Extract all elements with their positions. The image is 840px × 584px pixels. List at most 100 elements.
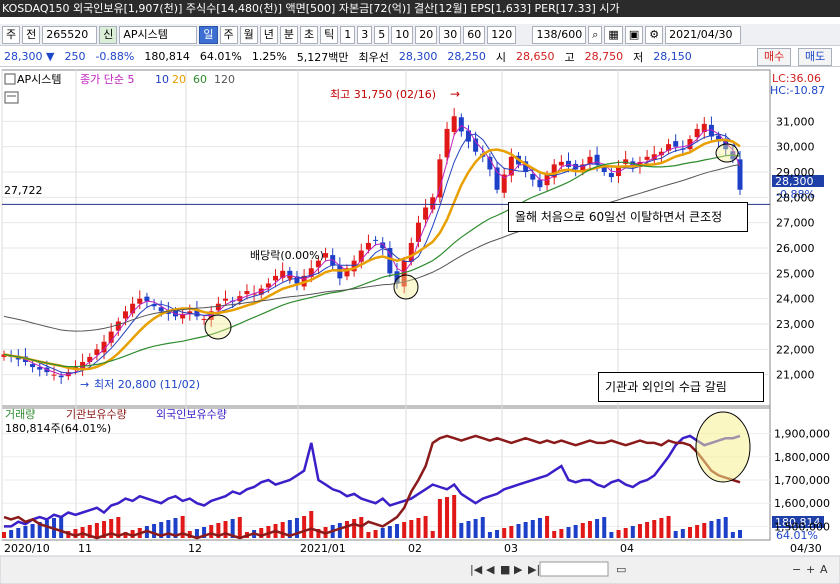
interval-60[interactable]: 60 <box>463 25 486 44</box>
stop-icon[interactable]: ■ <box>500 563 510 576</box>
scroll-first-icon[interactable]: |◀ <box>470 563 483 576</box>
volume-tick-label: 1,600,000 <box>774 497 830 510</box>
ask-price: 28,300 <box>398 50 438 63</box>
candle-body <box>573 163 579 170</box>
candle-body <box>244 291 250 295</box>
volume-bar <box>44 520 49 538</box>
company-name[interactable]: AP시스템 <box>119 25 198 44</box>
scroll-slider[interactable] <box>539 561 609 577</box>
tab-minute[interactable]: 분 <box>279 25 298 44</box>
candle-body <box>580 164 586 172</box>
high-label: 고 <box>564 50 575 64</box>
candle-body <box>558 161 564 166</box>
interval-1[interactable]: 1 <box>340 25 356 44</box>
volume-bar <box>302 516 307 538</box>
candle-body <box>315 260 321 268</box>
candle-body <box>30 364 36 368</box>
tab-tick[interactable]: 틱 <box>320 25 339 44</box>
text-size-icon[interactable]: A <box>820 563 828 576</box>
candle-body <box>280 270 286 278</box>
candle-body <box>294 276 300 284</box>
zoom-in-icon[interactable]: + <box>806 563 815 576</box>
grid-icon[interactable]: ▦ <box>604 25 623 44</box>
last-change-label: -0.88% <box>776 188 815 201</box>
candle-body <box>151 304 157 307</box>
svg-text:→: → <box>80 378 89 391</box>
interval-3[interactable]: 3 <box>357 25 373 44</box>
legend-institution: 기관보유수량 <box>66 408 127 421</box>
candle-body <box>608 173 614 178</box>
scroll-next-icon[interactable]: ▶ <box>514 563 523 576</box>
candle-body <box>94 349 100 355</box>
buy-button[interactable]: 매수 <box>757 48 792 66</box>
candle-body <box>473 138 479 152</box>
volume-bar <box>366 532 371 538</box>
zoom-icon[interactable]: ▭ <box>616 563 626 576</box>
volume-bar <box>30 524 35 538</box>
interval-10[interactable]: 10 <box>391 25 414 44</box>
candle-body <box>737 159 743 190</box>
foreign-holdings-line <box>4 434 741 528</box>
best-label: 최우선 <box>358 50 389 64</box>
volume-bar <box>194 529 199 538</box>
interval-20[interactable]: 20 <box>415 25 438 44</box>
candle-body <box>80 362 86 370</box>
volume-bar <box>502 528 507 538</box>
candle-body <box>358 250 364 262</box>
volume-bar <box>216 523 221 538</box>
expand-icon[interactable] <box>4 73 16 85</box>
volume-bar <box>87 525 92 538</box>
date-input[interactable]: 2021/04/30 <box>665 25 742 44</box>
volume-bar <box>94 523 99 538</box>
volume-bar <box>545 516 550 538</box>
candle-body <box>537 179 543 188</box>
period-select[interactable]: 주 <box>2 25 21 44</box>
volume-bar <box>702 523 707 538</box>
volume-bar <box>230 519 235 538</box>
volume-bar <box>2 532 6 538</box>
sin-badge[interactable]: 신 <box>99 25 118 44</box>
candle-body <box>58 375 64 378</box>
search-icon[interactable]: ⌕ <box>588 25 603 44</box>
lock-icon[interactable]: ▣ <box>624 25 644 44</box>
volume-bar <box>602 517 607 538</box>
candle-body <box>594 154 600 165</box>
x-tick-label: 11 <box>78 542 92 555</box>
tab-year[interactable]: 년 <box>259 25 278 44</box>
tab-second[interactable]: 초 <box>300 25 319 44</box>
scroll-bar[interactable] <box>0 555 840 584</box>
scroll-prev-icon[interactable]: ◀ <box>486 563 495 576</box>
volume-bar <box>616 530 621 538</box>
volume-pct-label: 64.01% <box>776 529 818 542</box>
volume-bar <box>280 522 285 538</box>
volume-bar <box>723 517 728 538</box>
ma60-line <box>3 154 741 368</box>
candle-body <box>444 128 450 158</box>
interval-120[interactable]: 120 <box>487 25 517 44</box>
legend-ma20: 20 <box>172 73 186 86</box>
interval-5[interactable]: 5 <box>374 25 390 44</box>
tab-month[interactable]: 월 <box>239 25 258 44</box>
calendar-icon[interactable] <box>4 91 19 104</box>
scroll-last-icon[interactable]: ▶| <box>528 563 540 576</box>
candle-body <box>187 311 193 314</box>
candle-body <box>508 156 514 176</box>
page-counter[interactable]: 138/600 <box>532 25 587 44</box>
tab-day[interactable]: 일 <box>199 25 218 44</box>
zoom-out-icon[interactable]: − <box>792 563 801 576</box>
candle-body <box>551 164 557 178</box>
sell-button[interactable]: 매도 <box>798 48 833 66</box>
legend-price: AP시스템 <box>17 73 62 86</box>
volume-bar <box>523 522 528 538</box>
interval-30[interactable]: 30 <box>439 25 462 44</box>
volume-bar <box>402 522 407 538</box>
volume-bar <box>466 521 471 538</box>
gear-icon[interactable]: ⚙ <box>645 25 664 44</box>
tab-week[interactable]: 주 <box>219 25 238 44</box>
stock-code-input[interactable]: 265520 <box>42 25 98 44</box>
ma20-line <box>3 138 741 371</box>
price-panel <box>1 69 771 407</box>
annotation-high: 최고 31,750 (02/16) <box>330 88 436 101</box>
type-select[interactable]: 전 <box>22 25 41 44</box>
candle-body <box>408 242 414 262</box>
